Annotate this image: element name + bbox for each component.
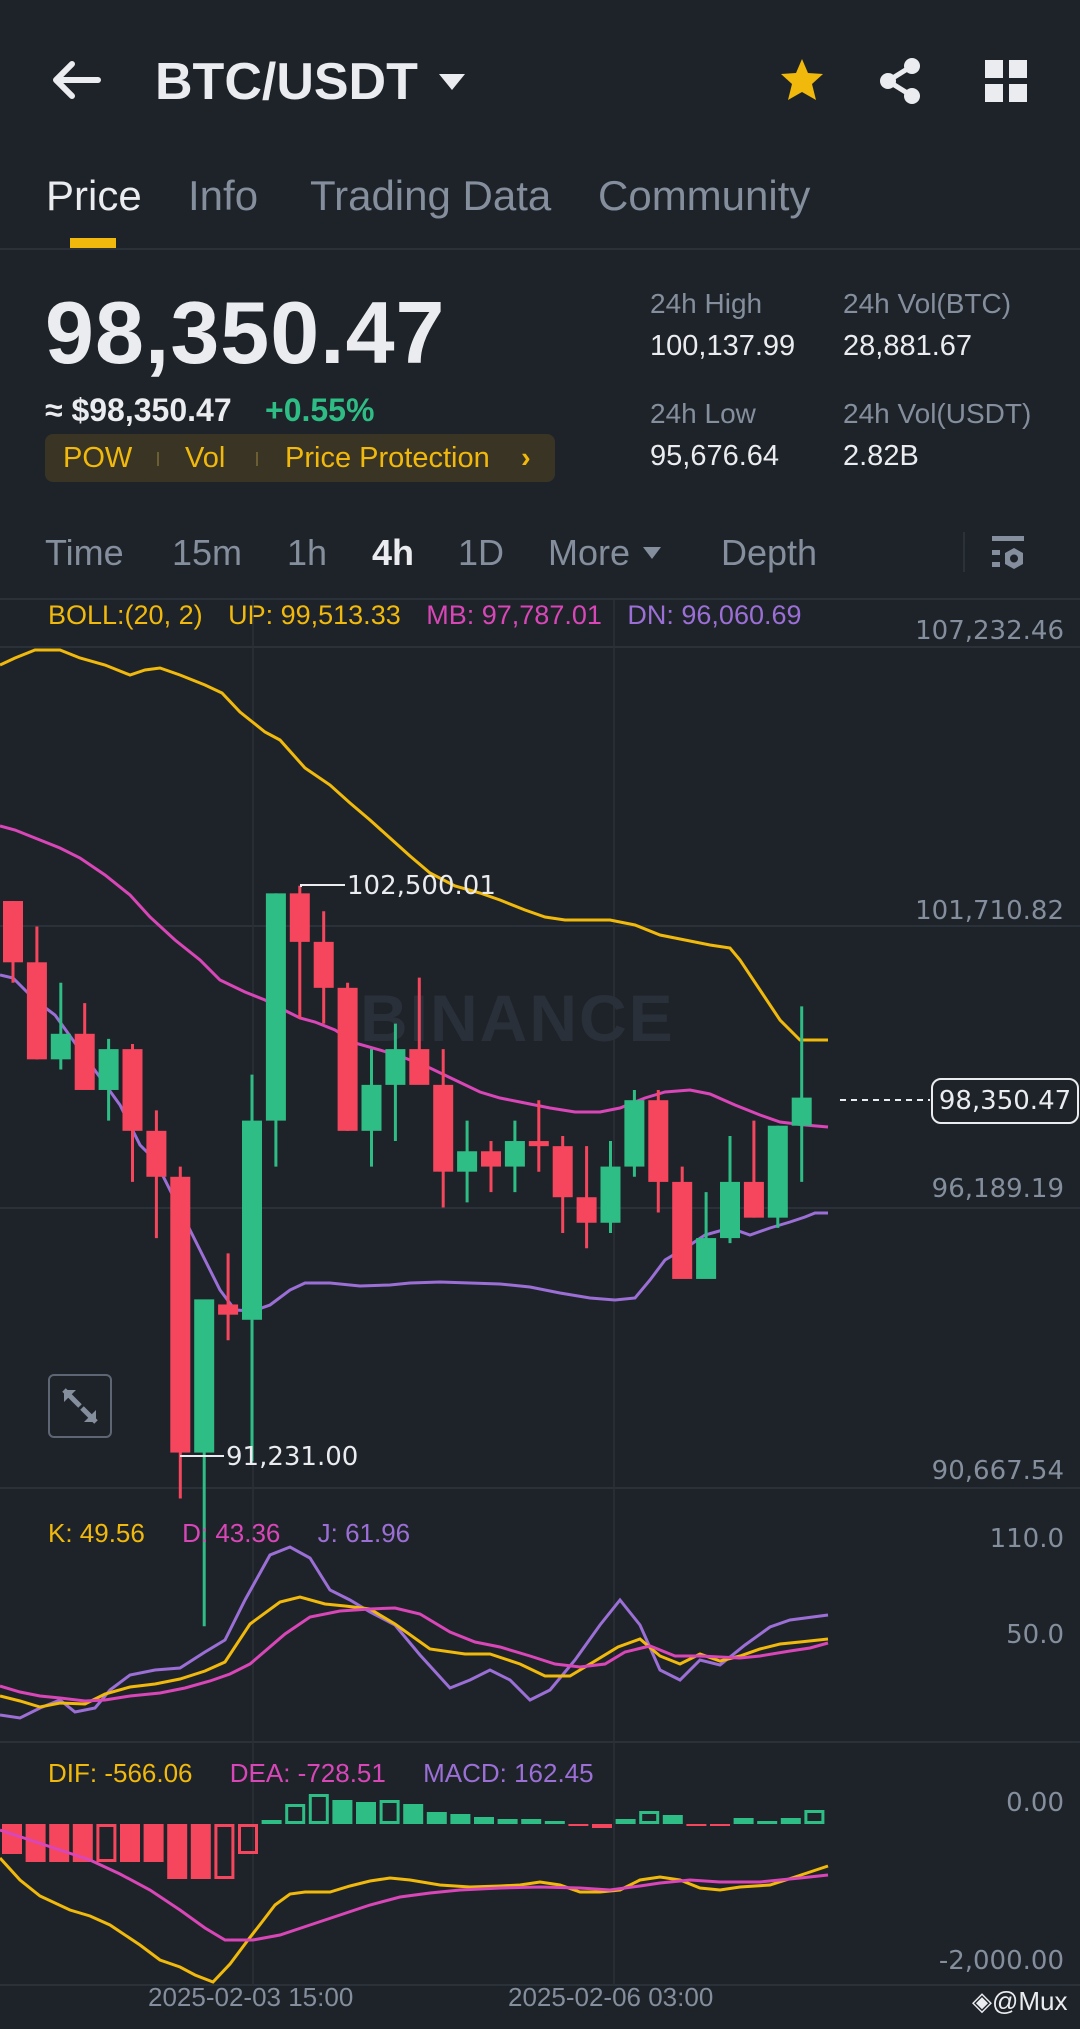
macd-dif: DIF: -566.06 [48, 1758, 193, 1788]
caret-down-icon[interactable] [437, 70, 467, 94]
tab-community[interactable]: Community [598, 172, 811, 219]
boll-legend: BOLL:(20, 2) UP: 99,513.33 MB: 97,787.01… [48, 600, 820, 631]
tag-vol[interactable]: Vol [185, 442, 226, 474]
tag-separator [256, 452, 258, 466]
binance-watermark: BINANCE [360, 981, 675, 1055]
credit-label: ◈@Mux [972, 1986, 1068, 2016]
interval-1h[interactable]: 1h [287, 532, 328, 573]
expand-icon [62, 1388, 98, 1424]
boll-mb: MB: 97,787.01 [426, 600, 602, 630]
active-tab-indicator [70, 238, 116, 248]
kdj-d: D: 43.36 [182, 1518, 281, 1548]
low-annotation: 91,231.00 [226, 1442, 359, 1472]
interval-15m[interactable]: 15m [172, 532, 243, 573]
tab-bar: Price Info Trading Data Community [0, 160, 1080, 250]
current-price-tag: 98,350.47 [931, 1078, 1079, 1124]
stat-vol-usdt-value: 2.82B [843, 440, 919, 472]
star-icon[interactable] [778, 56, 826, 104]
boll-label: BOLL:(20, 2) [48, 600, 203, 630]
grid-icon[interactable] [983, 58, 1029, 104]
boll-dn: DN: 96,060.69 [627, 600, 802, 630]
interval-4h[interactable]: 4h [372, 532, 415, 573]
stat-vol-btc-value: 28,881.67 [843, 330, 973, 362]
binance-logo-icon: ◈ [972, 1986, 992, 2016]
price-change-percent: +0.55% [265, 392, 375, 428]
last-price: 98,350.47 [45, 283, 446, 382]
divider [963, 532, 965, 572]
fiat-price: ≈ $98,350.47 [45, 392, 232, 428]
macd-legend: DIF: -566.06 DEA: -728.51 MACD: 162.45 [48, 1758, 624, 1789]
tab-info[interactable]: Info [188, 172, 259, 219]
tab-trading-data[interactable]: Trading Data [310, 172, 552, 219]
interval-time[interactable]: Time [45, 532, 124, 573]
stat-vol-usdt-label: 24h Vol(USDT) [843, 398, 1032, 429]
stat-low-value: 95,676.64 [650, 440, 780, 472]
kdj-legend: K: 49.56 D: 43.36 J: 61.96 [48, 1518, 440, 1549]
arrow-left-icon[interactable] [48, 55, 104, 105]
y-axis-label: 96,189.19 [931, 1174, 1064, 1204]
caret-down-icon[interactable] [642, 545, 662, 561]
expand-button[interactable] [48, 1374, 112, 1438]
kdj-axis-label: 110.0 [989, 1524, 1064, 1554]
kdj-k: K: 49.56 [48, 1518, 145, 1548]
interval-bar: Time 15m 1h 4h 1D More Depth [0, 520, 1080, 600]
macd-axis-label: 0.00 [1006, 1788, 1064, 1818]
interval-1d[interactable]: 1D [458, 532, 505, 573]
kdj-j: J: 61.96 [317, 1518, 411, 1548]
y-axis-label: 101,710.82 [915, 896, 1064, 926]
y-axis-label: 90,667.54 [931, 1456, 1064, 1486]
tag-separator [157, 452, 159, 466]
kdj-axis-label: 50.0 [1006, 1620, 1064, 1650]
boll-up: UP: 99,513.33 [228, 600, 401, 630]
interval-more[interactable]: More [548, 532, 631, 573]
y-axis-label: 107,232.46 [915, 616, 1064, 646]
chart-settings-icon[interactable] [990, 534, 1026, 574]
stat-high-label: 24h High [650, 288, 763, 319]
top-bar: BTC/USDT [0, 0, 1080, 160]
macd-value: MACD: 162.45 [423, 1758, 594, 1788]
x-axis-label: 2025-02-03 15:00 [148, 1982, 354, 2012]
share-icon[interactable] [876, 56, 924, 106]
x-axis-label: 2025-02-06 03:00 [508, 1982, 714, 2012]
interval-depth[interactable]: Depth [721, 532, 818, 573]
macd-axis-label: -2,000.00 [938, 1946, 1064, 1976]
tag-price-protection[interactable]: Price Protection [285, 442, 490, 474]
symbol-title[interactable]: BTC/USDT [155, 53, 418, 111]
high-annotation: 102,500.01 [347, 871, 496, 901]
stat-vol-btc-label: 24h Vol(BTC) [843, 288, 1012, 319]
tag-pow[interactable]: POW [63, 442, 133, 474]
tab-price[interactable]: Price [46, 172, 142, 219]
stat-low-label: 24h Low [650, 398, 756, 429]
stat-high-value: 100,137.99 [650, 330, 796, 362]
tag-bar[interactable]: POW Vol Price Protection › [45, 434, 555, 482]
chevron-right-icon[interactable]: › [521, 442, 531, 474]
macd-dea: DEA: -728.51 [229, 1758, 386, 1788]
